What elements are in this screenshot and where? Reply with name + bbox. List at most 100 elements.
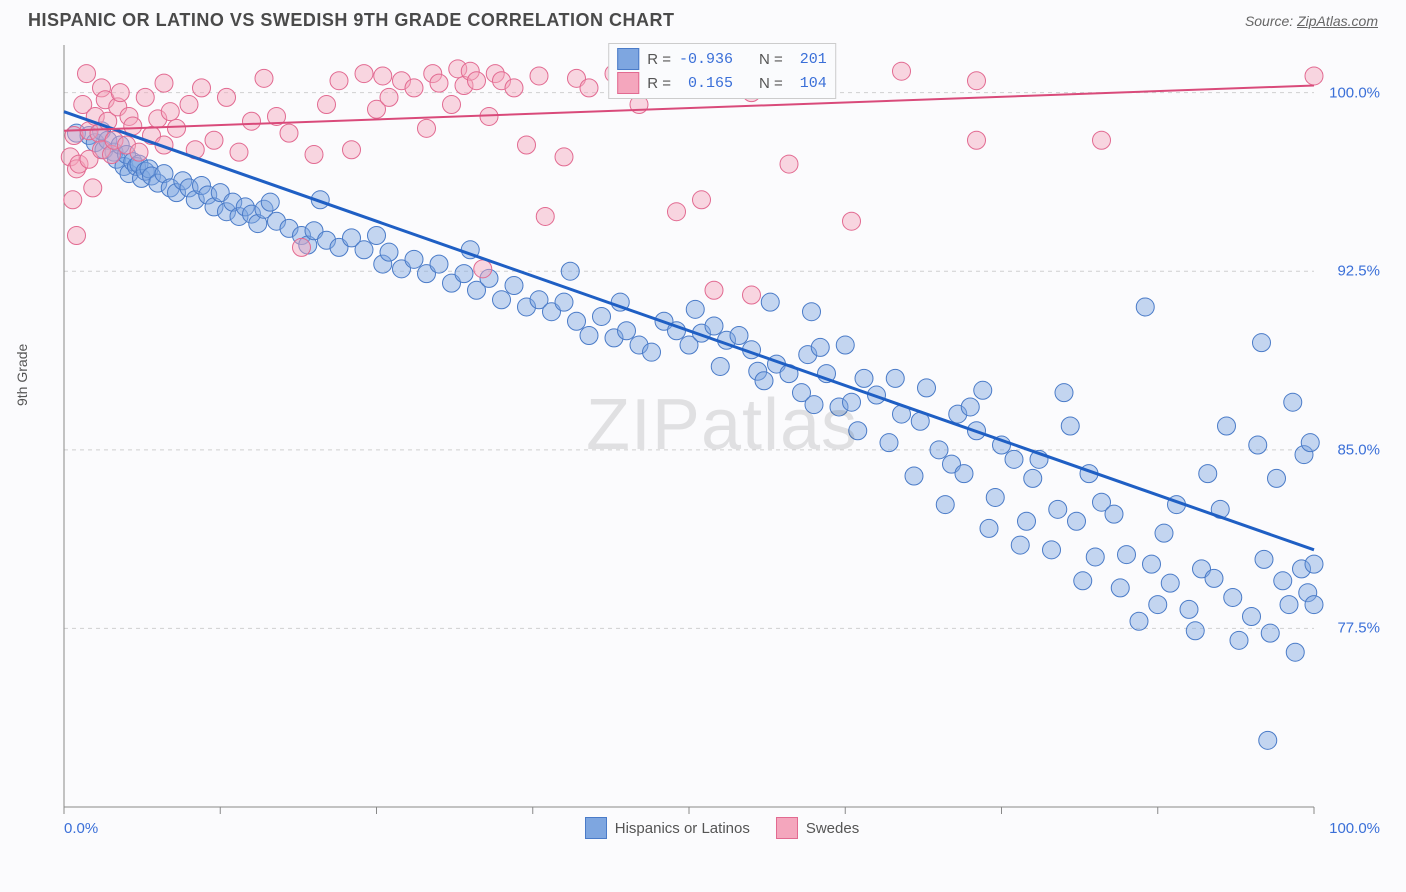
data-point (405, 79, 423, 97)
data-point (1136, 298, 1154, 316)
data-point (1049, 500, 1067, 518)
data-point (1118, 546, 1136, 564)
data-point (1230, 631, 1248, 649)
data-point (474, 260, 492, 278)
stats-legend-row: R = 0.165 N = 104 (617, 71, 827, 95)
legend-swatch (776, 817, 798, 839)
n-value: 104 (791, 75, 827, 92)
data-point (1055, 384, 1073, 402)
data-point (355, 241, 373, 259)
data-point (1305, 596, 1323, 614)
data-point (355, 65, 373, 83)
data-point (493, 291, 511, 309)
data-point (518, 136, 536, 154)
data-point (974, 381, 992, 399)
data-point (280, 124, 298, 142)
source-name[interactable]: ZipAtlas.com (1297, 13, 1378, 29)
data-point (1199, 465, 1217, 483)
data-point (855, 369, 873, 387)
data-point (78, 65, 96, 83)
data-point (643, 343, 661, 361)
data-point (261, 193, 279, 211)
data-point (918, 379, 936, 397)
data-point (218, 88, 236, 106)
data-point (880, 434, 898, 452)
stats-legend-row: R =-0.936N =201 (617, 47, 827, 71)
data-point (968, 131, 986, 149)
data-point (1018, 512, 1036, 530)
n-label: N = (759, 75, 783, 92)
data-point (1005, 450, 1023, 468)
data-point (1253, 334, 1271, 352)
legend-swatch (585, 817, 607, 839)
data-point (936, 496, 954, 514)
data-point (1180, 600, 1198, 618)
data-point (730, 327, 748, 345)
trend-line (64, 112, 1314, 550)
data-point (293, 238, 311, 256)
data-point (555, 293, 573, 311)
data-point (468, 72, 486, 90)
data-point (849, 422, 867, 440)
chart-area: ZIPatlas R =-0.936N =201R =0.165N =104 7… (60, 41, 1384, 841)
data-point (536, 207, 554, 225)
y-tick-label: 92.5% (1337, 263, 1380, 280)
data-point (374, 67, 392, 85)
data-point (561, 262, 579, 280)
data-point (1093, 131, 1111, 149)
data-point (405, 250, 423, 268)
legend-swatch (617, 48, 639, 70)
data-point (1305, 555, 1323, 573)
data-point (1130, 612, 1148, 630)
data-point (193, 79, 211, 97)
data-point (205, 131, 223, 149)
data-point (843, 393, 861, 411)
y-tick-label: 77.5% (1337, 620, 1380, 637)
data-point (443, 96, 461, 114)
r-value: 0.165 (679, 75, 733, 92)
data-point (1280, 596, 1298, 614)
data-point (1143, 555, 1161, 573)
data-point (755, 372, 773, 390)
data-point (1074, 572, 1092, 590)
data-point (1161, 574, 1179, 592)
y-tick-label: 85.0% (1337, 441, 1380, 458)
series-legend-item[interactable]: Hispanics or Latinos (585, 817, 750, 839)
chart-title: HISPANIC OR LATINO VS SWEDISH 9TH GRADE … (28, 10, 675, 31)
data-point (593, 307, 611, 325)
data-point (1111, 579, 1129, 597)
data-point (743, 286, 761, 304)
data-point (255, 69, 273, 87)
data-point (1268, 469, 1286, 487)
data-point (1186, 622, 1204, 640)
data-point (430, 255, 448, 273)
data-point (418, 119, 436, 137)
y-axis-label: 9th Grade (14, 344, 30, 406)
data-point (968, 72, 986, 90)
data-point (705, 281, 723, 299)
data-point (1259, 731, 1277, 749)
data-point (1224, 588, 1242, 606)
data-point (1255, 550, 1273, 568)
data-point (1155, 524, 1173, 542)
r-label: R = (647, 75, 671, 92)
data-point (886, 369, 904, 387)
data-point (305, 146, 323, 164)
data-point (803, 303, 821, 321)
data-point (84, 179, 102, 197)
data-point (111, 84, 129, 102)
data-point (1301, 434, 1319, 452)
data-point (168, 119, 186, 137)
data-point (1105, 505, 1123, 523)
data-point (1061, 417, 1079, 435)
data-point (136, 88, 154, 106)
series-legend-label: Hispanics or Latinos (615, 820, 750, 837)
data-point (180, 96, 198, 114)
data-point (580, 327, 598, 345)
series-legend-label: Swedes (806, 820, 859, 837)
data-point (986, 488, 1004, 506)
data-point (1024, 469, 1042, 487)
series-legend-item[interactable]: Swedes (776, 817, 859, 839)
data-point (230, 143, 248, 161)
data-point (1284, 393, 1302, 411)
